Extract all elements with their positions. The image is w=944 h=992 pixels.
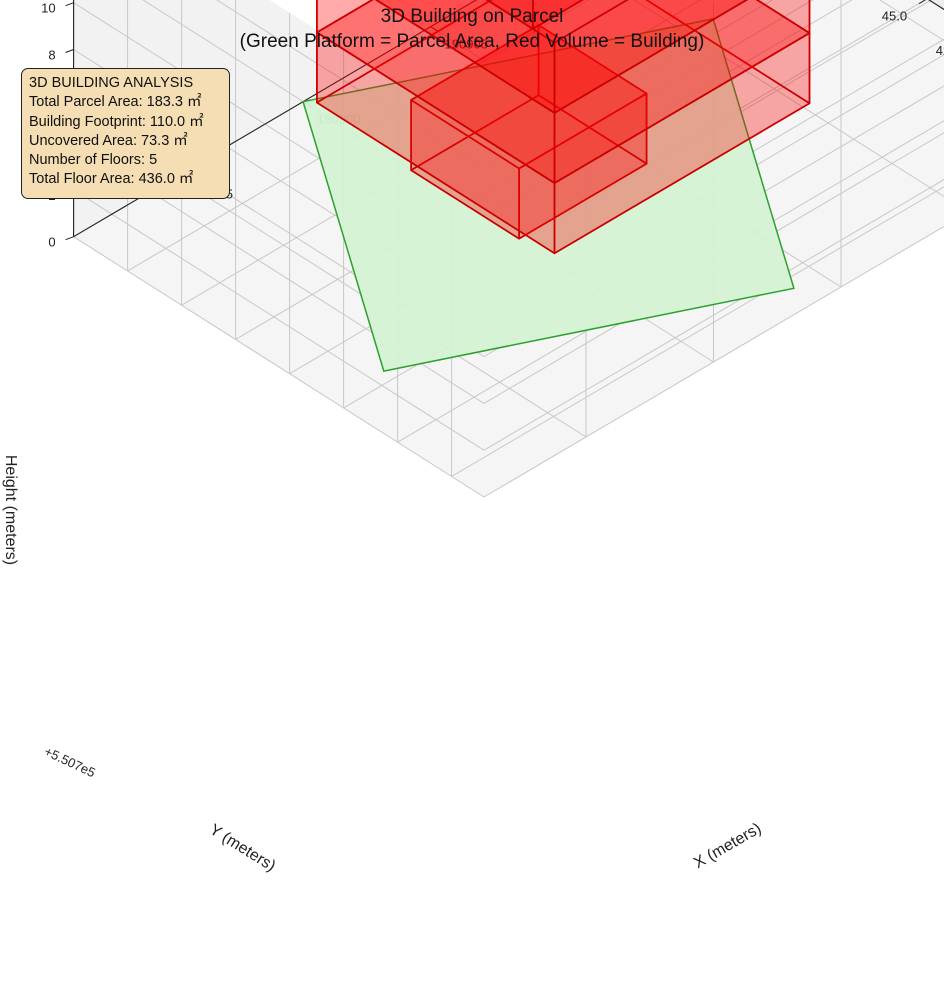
z-tick-mark [65,2,74,7]
plot-marks [302,0,811,372]
gridline-z-left [73,189,485,451]
info-heading: 3D BUILDING ANALYSIS [29,75,194,91]
z-tick-mark [65,49,74,53]
z-tick-mark [65,236,74,241]
y-axis-title: Y (meters) [206,821,278,875]
gridline-z-right [483,132,944,404]
z-axis-title: Height (meters) [2,455,19,565]
building-floor-4-face [485,0,629,44]
y-axis-offset-label: +5.507e5 [42,744,98,781]
gridline-z-right [483,179,944,451]
x-tick-label: 190905 [445,37,488,52]
chart-title: 3D Building on Parcel [380,6,564,27]
building-floor-5-face [532,0,584,30]
building-floor-3-face [755,0,811,34]
gridline-x-floor [879,0,944,42]
z-tick-label: 0 [48,235,55,250]
building-floor-2-face [316,0,493,104]
building-floor-5-face [485,0,534,30]
info-floor-area: Total Floor Area: 436.0 ㎡ [29,171,194,188]
z-tick-label: 10 [41,1,55,16]
gridline-x-floor [633,0,944,198]
y-tick-label: 45.0 [882,9,907,24]
info-box: 3D BUILDING ANALYSIS Total Parcel Area: … [21,68,230,199]
chart-subtitle: (Green Platform = Parcel Area, Red Volum… [239,31,705,52]
x-tick-mark [430,26,439,33]
building-floor-3-face [316,0,374,34]
info-footprint: Building Footprint: 110.0 ㎡ [29,113,204,130]
building-floor-4-face [375,0,556,114]
info-uncovered: Uncovered Area: 73.3 ㎡ [29,132,188,149]
info-floors: Number of Floors: 5 [29,152,158,169]
z-tick-label: 8 [48,48,55,63]
x-axis-title: X (meters) [691,820,764,872]
building-floor-2-face [645,0,811,105]
gridline-z-left [73,236,485,498]
info-parcel-area: Total Parcel Area: 183.3 ㎡ [29,94,202,111]
y-tick-mark [918,0,926,5]
y-tick-label: 42.5 [936,43,944,58]
gridline-z-right [483,225,944,498]
building-floor-3-face [316,0,556,184]
building-floor-5-face [485,0,584,30]
